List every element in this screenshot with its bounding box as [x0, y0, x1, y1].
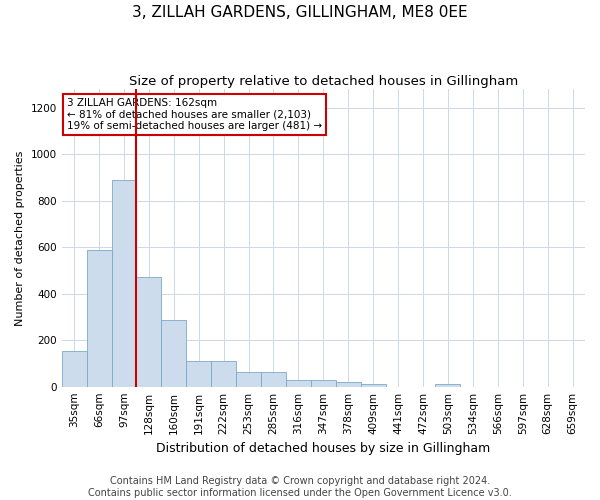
Bar	[161, 320, 186, 386]
Title: Size of property relative to detached houses in Gillingham: Size of property relative to detached ho…	[129, 75, 518, 88]
Bar	[361, 384, 386, 386]
Bar	[436, 384, 460, 386]
Y-axis label: Number of detached properties: Number of detached properties	[15, 150, 25, 326]
Bar	[286, 380, 311, 386]
X-axis label: Distribution of detached houses by size in Gillingham: Distribution of detached houses by size …	[156, 442, 490, 455]
Bar	[311, 380, 336, 386]
Bar	[86, 250, 112, 386]
Bar	[112, 180, 136, 386]
Text: 3 ZILLAH GARDENS: 162sqm
← 81% of detached houses are smaller (2,103)
19% of sem: 3 ZILLAH GARDENS: 162sqm ← 81% of detach…	[67, 98, 322, 132]
Bar	[236, 372, 261, 386]
Bar	[186, 361, 211, 386]
Bar	[136, 278, 161, 386]
Bar	[211, 361, 236, 386]
Bar	[261, 372, 286, 386]
Bar	[62, 350, 86, 386]
Text: 3, ZILLAH GARDENS, GILLINGHAM, ME8 0EE: 3, ZILLAH GARDENS, GILLINGHAM, ME8 0EE	[132, 5, 468, 20]
Text: Contains HM Land Registry data © Crown copyright and database right 2024.
Contai: Contains HM Land Registry data © Crown c…	[88, 476, 512, 498]
Bar	[336, 382, 361, 386]
